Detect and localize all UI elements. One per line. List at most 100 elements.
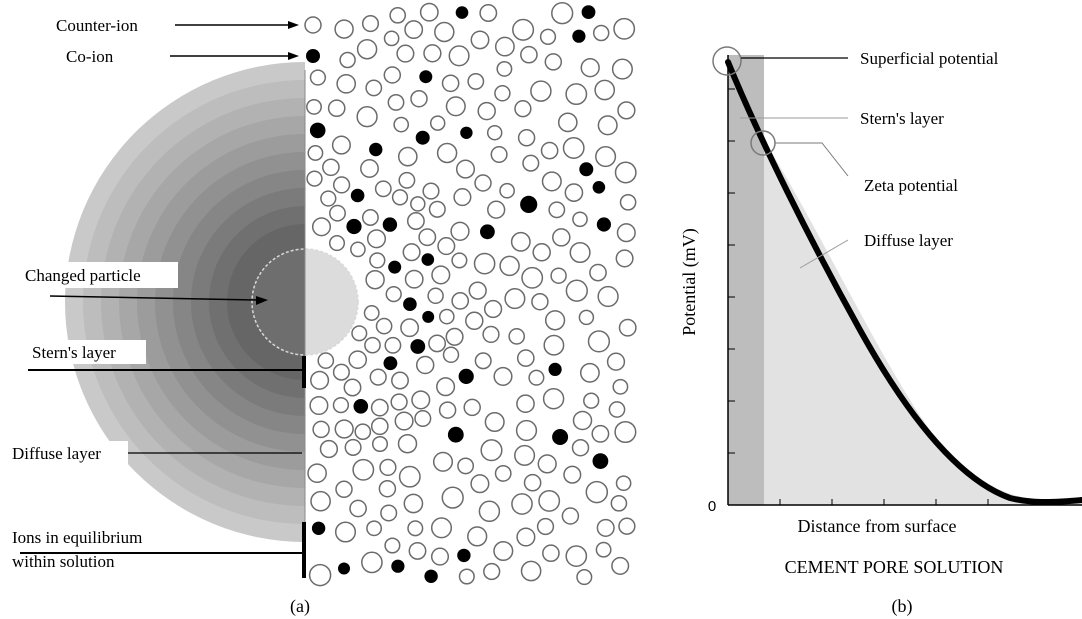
y-ticks	[728, 88, 735, 506]
co-ion-pointer	[170, 52, 299, 60]
counter-ion	[378, 479, 397, 498]
counter-ion	[457, 457, 475, 475]
diffuse-leader	[799, 239, 849, 269]
counter-ion	[468, 281, 487, 300]
counter-ion	[494, 85, 511, 102]
counter-ion	[393, 116, 410, 133]
co-ion	[552, 429, 569, 445]
counter-ion	[473, 252, 496, 275]
counter-ion	[334, 521, 357, 543]
counter-ion	[571, 438, 590, 457]
ions-equilibrium-label-box	[8, 526, 176, 574]
counter-ion	[470, 474, 490, 494]
counter-ion	[520, 45, 538, 64]
caption-a: (a)	[290, 596, 310, 617]
counter-ion	[384, 336, 402, 354]
counter-ion	[427, 287, 444, 305]
counter-ion	[522, 154, 540, 172]
counter-ion	[565, 279, 588, 302]
counter-ion	[390, 393, 408, 411]
co-ion	[415, 130, 430, 145]
counter-ion	[608, 401, 626, 418]
y-axis-label: Potential (mV)	[679, 228, 700, 335]
counter-ion	[334, 19, 354, 39]
counter-ion	[448, 45, 470, 67]
counter-ion	[437, 237, 456, 256]
counter-ion	[550, 267, 567, 284]
ion-field	[304, 2, 637, 587]
counter-ion	[363, 305, 380, 321]
counter-ion	[365, 79, 383, 97]
counter-ion	[511, 493, 533, 515]
co-ion	[424, 569, 438, 583]
superficial-potential-label: Superficial potential	[860, 49, 999, 68]
counter-ion	[365, 269, 385, 290]
counter-ion	[411, 390, 431, 410]
counter-ion	[322, 158, 340, 177]
counter-ion	[614, 161, 637, 184]
co-ion	[369, 142, 383, 157]
counter-ion	[354, 423, 372, 441]
counter-ion	[430, 547, 450, 566]
counter-ion	[487, 200, 506, 219]
counter-ion	[400, 318, 420, 338]
counter-ion	[344, 438, 362, 456]
particle-left-half	[252, 249, 305, 355]
potential-curve	[725, 59, 1082, 506]
counter-ion	[441, 486, 464, 509]
counter-ion	[591, 424, 610, 443]
co-ion	[346, 218, 362, 235]
counter-ion	[515, 419, 538, 442]
counter-ion	[327, 99, 346, 118]
counter-ion	[572, 410, 593, 431]
counter-ion	[619, 193, 637, 211]
co-ion	[382, 217, 398, 232]
co-ion	[455, 6, 469, 19]
counter-ion	[414, 409, 432, 428]
charged-particle-label-box	[20, 262, 178, 288]
counter-ion	[332, 396, 350, 414]
counter-ion	[563, 465, 582, 484]
counter-ion	[389, 6, 407, 24]
counter-ion	[595, 541, 612, 558]
counter-ion	[467, 72, 485, 90]
counter-ion	[423, 44, 442, 63]
counter-ion	[520, 560, 542, 582]
counter-ion	[370, 398, 389, 417]
charged-particle-pointer	[49, 295, 268, 305]
diffuse-region	[764, 140, 1082, 505]
counter-ion	[398, 465, 421, 488]
stern-layer-label-box	[28, 340, 146, 364]
counter-ion	[615, 249, 634, 268]
counter-ion	[384, 537, 401, 554]
counter-ion	[612, 378, 629, 395]
counter-ion	[540, 141, 559, 160]
co-ion	[581, 5, 596, 19]
counter-ion	[403, 493, 424, 514]
superficial-potential-marker	[712, 46, 742, 76]
counter-ion-legend-icon	[304, 16, 322, 34]
counter-ion	[594, 79, 616, 101]
counter-ion	[410, 89, 428, 108]
counter-ion	[465, 311, 484, 331]
counter-ion	[538, 489, 561, 512]
counter-ion	[514, 444, 536, 466]
counter-ion	[532, 243, 551, 262]
counter-ion	[614, 420, 637, 444]
ions-equilibrium-label-line1: Ions in equilibrium	[12, 528, 142, 547]
counter-ion	[479, 4, 498, 22]
counter-ion	[618, 318, 637, 337]
counter-ion	[611, 58, 633, 80]
particle-right-half	[305, 249, 358, 355]
counter-ion	[356, 106, 378, 128]
counter-ion	[516, 527, 536, 547]
zeta-potential-label: Zeta potential	[864, 176, 958, 195]
counter-ion	[486, 124, 503, 141]
counter-ion	[504, 288, 526, 310]
counter-ion	[618, 517, 636, 535]
counter-ion	[436, 142, 458, 164]
counter-ion	[332, 176, 351, 194]
counter-ion	[589, 263, 607, 282]
counter-ion	[383, 30, 400, 47]
counter-ion	[516, 394, 535, 414]
